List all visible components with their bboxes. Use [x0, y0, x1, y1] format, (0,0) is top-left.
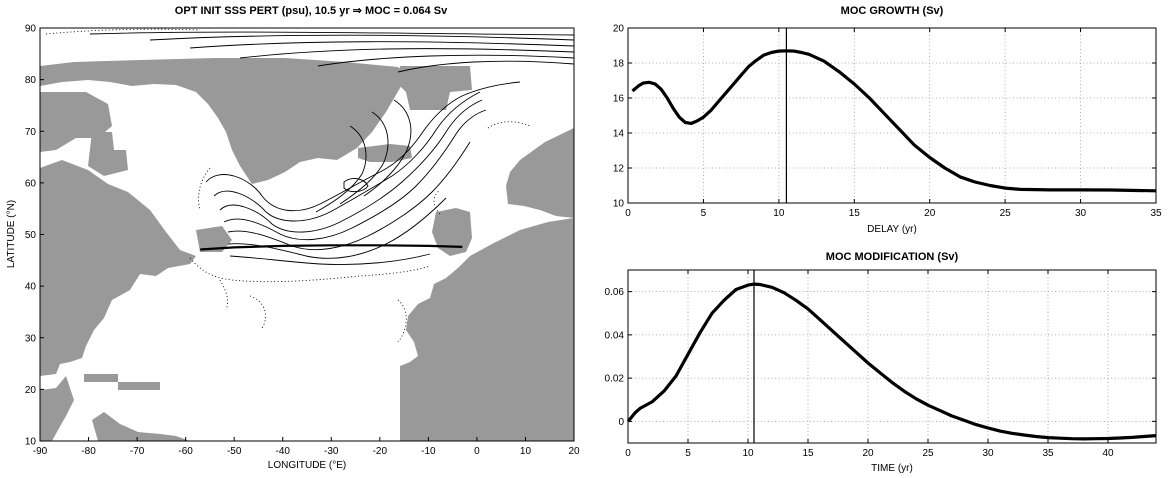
growth-xtick-label: 30	[1075, 208, 1087, 219]
land-caribbean-2	[118, 382, 160, 390]
land-svalbard	[398, 66, 472, 110]
land-greenland	[40, 58, 408, 184]
modification-title: MOC MODIFICATION (Sv)	[826, 251, 959, 263]
map-xtick-label: -80	[81, 446, 96, 457]
map-ylabel: LATITUDE (°N)	[6, 200, 17, 268]
map-xtick-label: -50	[227, 446, 242, 457]
growth-xtick-label: 15	[849, 208, 861, 219]
modification-frame	[627, 269, 1157, 444]
growth-ytick-label: 16	[613, 94, 625, 105]
map-title: OPT INIT SSS PERT (psu), 10.5 yr ⇒ MOC =…	[175, 5, 448, 17]
modification-xtick-label: 10	[742, 448, 754, 459]
map-panel: OPT INIT SSS PERT (psu), 10.5 yr ⇒ MOC =…	[6, 5, 580, 471]
growth-ytick-label: 10	[613, 199, 625, 210]
growth-xtick-label: 35	[1150, 208, 1162, 219]
map-ytick-label: 40	[25, 282, 37, 293]
map-ticks: -90 -80 -70 -60 -50 -40 -30 -20 -10 0 10 20 10 20 30 40…	[25, 24, 580, 458]
modification-ytick-label: 0.06	[605, 287, 625, 298]
map-ytick-label: 30	[25, 333, 37, 344]
map-xtick-label: 10	[520, 446, 532, 457]
growth-ytick-label: 14	[613, 129, 625, 140]
map-ytick-label: 20	[25, 385, 37, 396]
land-newfoundland	[196, 226, 232, 252]
growth-xtick-label: 0	[625, 208, 631, 219]
map-xtick-label: 0	[474, 446, 480, 457]
modification-xtick-label: 0	[625, 448, 631, 459]
map-xtick-label: -60	[178, 446, 193, 457]
moc-modification-panel: MOC MODIFICATION (Sv) TIME (yr) 0 5 10 15 20…	[605, 251, 1157, 474]
growth-frame	[627, 27, 1157, 204]
map-ytick-label: 60	[25, 178, 37, 189]
map-contours	[89, 31, 574, 265]
growth-ytick-label: 18	[613, 59, 625, 70]
moc-growth-panel: MOC GROWTH (Sv) DELAY (yr) 0 5 10 15 20 25 30 3…	[613, 5, 1162, 235]
modification-xtick-label: 30	[982, 448, 994, 459]
map-ytick-label: 70	[25, 127, 37, 138]
modification-xlabel: TIME (yr)	[871, 463, 913, 474]
land-iceland	[358, 144, 412, 162]
section-line	[200, 244, 463, 251]
land-central-america	[40, 376, 74, 441]
modification-series-line	[626, 282, 1157, 441]
map-land	[40, 58, 574, 441]
modification-plot-area	[628, 270, 1156, 443]
modification-xtick-label: 40	[1102, 448, 1114, 459]
land-europe-africa	[400, 218, 574, 441]
land-scandinavia	[506, 128, 574, 218]
growth-xtick-label: 25	[1000, 208, 1012, 219]
land-panama	[92, 412, 190, 441]
map-ytick-label: 80	[25, 75, 37, 86]
map-xtick-label: -10	[421, 446, 436, 457]
land-british-isles	[432, 208, 472, 256]
growth-ytick-label: 12	[613, 164, 625, 175]
map-xtick-label: -90	[33, 446, 48, 457]
map-ytick-label: 90	[25, 24, 37, 35]
growth-ytick-label: 20	[613, 24, 625, 35]
map-xlabel: LONGITUDE (°E)	[268, 460, 346, 471]
modification-xtick-label: 25	[922, 448, 934, 459]
growth-title: MOC GROWTH (Sv)	[841, 5, 944, 17]
land-labrador	[40, 160, 196, 376]
modification-xtick-label: 35	[1042, 448, 1054, 459]
modification-xtick-label: 20	[862, 448, 874, 459]
map-zero-contours	[45, 28, 531, 343]
modification-ytick-label: 0.04	[605, 330, 625, 341]
land-baffin	[88, 132, 128, 176]
map-xtick-label: -30	[324, 446, 339, 457]
modification-ytick-label: 0.02	[605, 374, 625, 385]
growth-plot-area	[628, 28, 1156, 203]
map-xtick-label: -20	[373, 446, 388, 457]
land-caribbean-1	[84, 374, 118, 382]
growth-xtick-label: 20	[924, 208, 936, 219]
map-xtick-label: 20	[568, 446, 580, 457]
modification-xtick-label: 5	[685, 448, 691, 459]
map-xtick-label: -40	[276, 446, 291, 457]
modification-xtick-label: 15	[802, 448, 814, 459]
growth-xtick-label: 5	[701, 208, 707, 219]
growth-series-line	[631, 49, 1157, 193]
map-ytick-label: 10	[25, 437, 37, 448]
map-xtick-label: -70	[130, 446, 145, 457]
modification-ytick-label: 0	[618, 417, 624, 428]
growth-xtick-label: 10	[773, 208, 785, 219]
map-ytick-label: 50	[25, 230, 37, 241]
growth-xlabel: DELAY (yr)	[867, 224, 917, 235]
